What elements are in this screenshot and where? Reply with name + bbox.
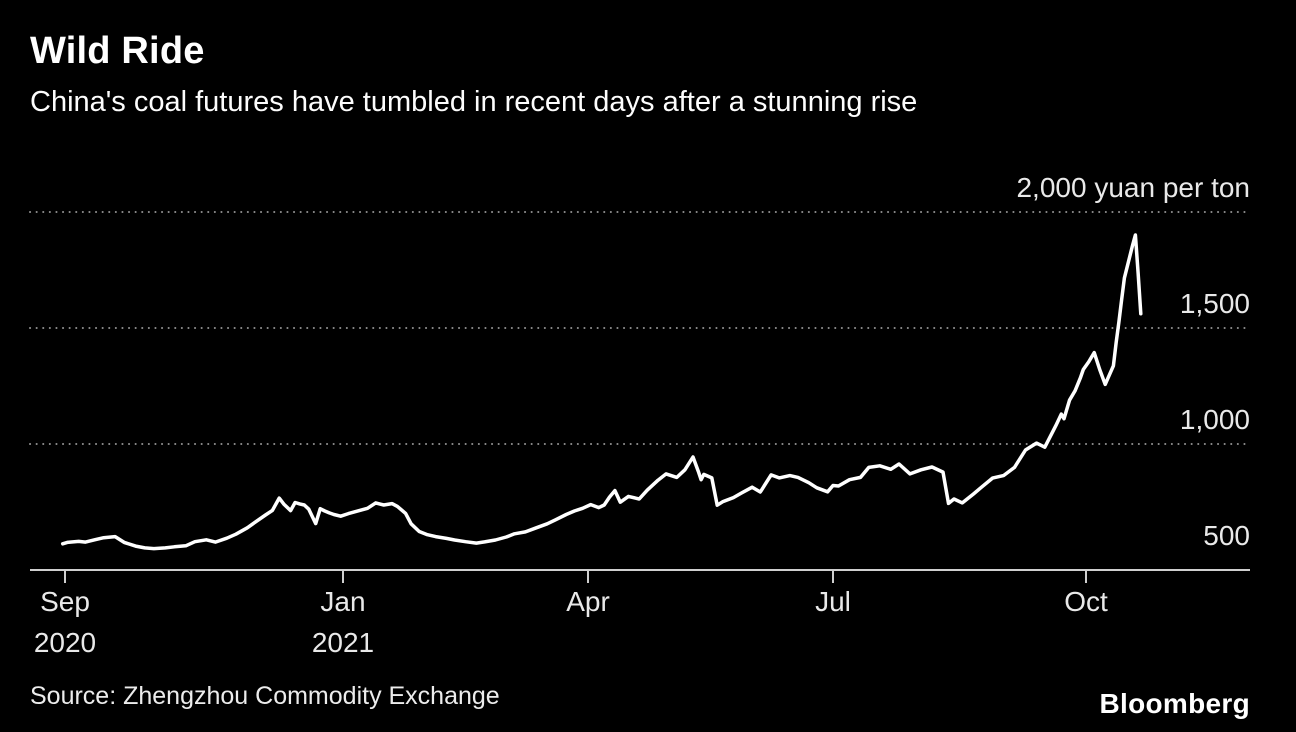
x-tick-sublabel: 2021	[311, 627, 375, 658]
x-tick-jan-2021: Jan 2021	[268, 586, 418, 659]
x-tick-label: Oct	[1064, 586, 1108, 617]
coal-price-line	[60, 233, 1143, 551]
bloomberg-logo: Bloomberg	[1099, 688, 1250, 719]
x-tick-oct: Oct	[1011, 586, 1161, 627]
chart-subtitle: China's coal futures have tumbled in rec…	[30, 86, 918, 118]
y-axis-label-2000: 2,000 yuan per ton	[1016, 172, 1250, 203]
x-tick-label: Apr	[566, 586, 610, 617]
y-axis-label-1500: 1,500	[1179, 288, 1250, 319]
x-tick-label: Jul	[815, 586, 851, 617]
x-tick-apr: Apr	[513, 586, 663, 627]
x-tick-label: Jan	[320, 586, 366, 617]
x-tick-jul: Jul	[758, 586, 908, 627]
chart-title: Wild Ride	[30, 30, 205, 72]
x-tick-sep-2020: Sep 2020	[0, 586, 140, 659]
y-axis-label-1000: 1,000	[1179, 404, 1250, 435]
x-tick-label: Sep	[40, 586, 90, 617]
y-axis-label-500: 500	[1203, 520, 1250, 551]
x-tick-sublabel: 2020	[33, 627, 97, 658]
source-attribution: Source: Zhengzhou Commodity Exchange	[30, 682, 500, 710]
